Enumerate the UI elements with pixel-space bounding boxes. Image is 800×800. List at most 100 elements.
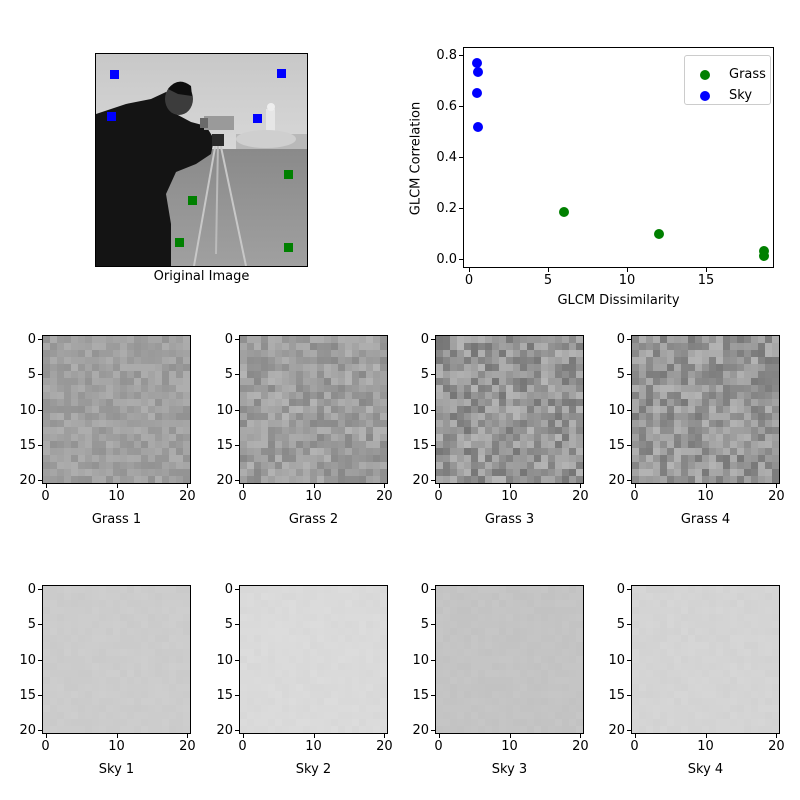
x-tick-mark xyxy=(384,484,386,488)
y-tick-mark xyxy=(431,480,435,482)
y-tick-label: 5 xyxy=(616,367,625,383)
y-tick-label: 10 xyxy=(412,652,429,668)
y-tick-label: 20 xyxy=(412,723,429,739)
sky-patch-label: Sky 2 xyxy=(295,762,332,777)
x-tick-mark xyxy=(634,484,636,488)
y-tick-label: 0.4 xyxy=(436,150,457,165)
y-tick-label: 0 xyxy=(420,581,429,597)
sky-data-point xyxy=(472,67,483,78)
legend-grass-marker xyxy=(700,70,710,80)
y-tick-label: 10 xyxy=(608,402,625,418)
x-tick-label: 0 xyxy=(238,489,247,504)
y-tick-label: 0 xyxy=(224,331,233,347)
y-tick-mark xyxy=(38,730,42,732)
x-tick-mark xyxy=(509,734,511,738)
grass-sample-marker xyxy=(284,243,293,252)
sky-patch-pixels xyxy=(240,586,387,733)
x-tick-mark xyxy=(116,734,118,738)
y-tick-mark xyxy=(627,588,631,590)
y-tick-label: 10 xyxy=(216,402,233,418)
y-tick-mark xyxy=(38,409,42,411)
grass-patch-1 xyxy=(42,335,191,484)
x-tick-label: 10 xyxy=(108,739,125,754)
y-tick-mark xyxy=(627,409,631,411)
y-tick-mark xyxy=(627,694,631,696)
y-tick-label: 10 xyxy=(608,652,625,668)
sky-data-point xyxy=(473,122,484,133)
y-tick-label: 15 xyxy=(216,687,233,703)
y-tick-mark xyxy=(459,259,463,260)
sky-sample-marker xyxy=(277,69,286,78)
legend-sky-label: Sky xyxy=(729,88,753,103)
x-tick-label: 20 xyxy=(768,739,785,754)
x-tick-label: 20 xyxy=(179,489,196,504)
y-tick-label: 5 xyxy=(420,367,429,383)
x-tick-mark xyxy=(438,484,440,488)
y-tick-label: 0 xyxy=(27,331,36,347)
y-tick-label: 0 xyxy=(27,581,36,597)
y-tick-mark xyxy=(627,374,631,376)
y-tick-label: 10 xyxy=(412,402,429,418)
x-tick-label: 10 xyxy=(501,739,518,754)
legend-grass-label: Grass xyxy=(729,67,766,82)
x-tick-mark xyxy=(580,484,582,488)
x-tick-mark xyxy=(776,734,778,738)
x-tick-mark xyxy=(438,734,440,738)
y-tick-mark xyxy=(431,374,435,376)
y-tick-mark xyxy=(459,55,463,56)
y-tick-label: 10 xyxy=(216,652,233,668)
y-tick-label: 0.2 xyxy=(436,201,457,216)
sky-data-point xyxy=(471,87,482,98)
sky-patch-2 xyxy=(239,585,388,734)
x-tick-mark xyxy=(45,734,47,738)
y-tick-mark xyxy=(459,208,463,209)
y-tick-mark xyxy=(38,694,42,696)
y-tick-mark xyxy=(235,730,239,732)
x-tick-mark xyxy=(509,484,511,488)
grass-patch-4 xyxy=(631,335,780,484)
grass-data-point xyxy=(759,250,770,261)
grass-patch-pixels xyxy=(436,336,583,483)
y-tick-mark xyxy=(235,659,239,661)
y-tick-label: 20 xyxy=(216,723,233,739)
y-tick-mark xyxy=(431,659,435,661)
y-tick-mark xyxy=(235,624,239,626)
y-tick-label: 5 xyxy=(224,617,233,633)
y-tick-mark xyxy=(627,480,631,482)
x-tick-mark xyxy=(776,484,778,488)
x-tick-label: 20 xyxy=(572,489,589,504)
x-tick-label: 0 xyxy=(238,739,247,754)
x-tick-label: 0 xyxy=(630,489,639,504)
y-tick-mark xyxy=(431,694,435,696)
grass-patch-label: Grass 4 xyxy=(680,512,731,527)
x-tick-mark xyxy=(706,268,707,272)
y-tick-label: 5 xyxy=(616,617,625,633)
x-tick-label: 20 xyxy=(179,739,196,754)
x-tick-label: 0 xyxy=(41,739,50,754)
y-tick-mark xyxy=(459,106,463,107)
y-tick-mark xyxy=(459,157,463,158)
y-tick-mark xyxy=(38,624,42,626)
x-tick-mark xyxy=(187,734,189,738)
grass-patch-label: Grass 3 xyxy=(484,512,535,527)
y-tick-mark xyxy=(38,659,42,661)
y-tick-label: 0.8 xyxy=(436,48,457,63)
y-tick-mark xyxy=(627,444,631,446)
scatter-ylabel: GLCM Correlation xyxy=(408,101,424,216)
y-tick-label: 15 xyxy=(19,687,36,703)
sky-patch-label: Sky 1 xyxy=(98,762,135,777)
x-tick-label: 20 xyxy=(572,739,589,754)
y-tick-mark xyxy=(38,588,42,590)
sky-data-point xyxy=(471,58,482,69)
x-tick-label: 0 xyxy=(434,489,443,504)
y-tick-label: 10 xyxy=(19,652,36,668)
sky-sample-marker xyxy=(107,112,116,121)
y-tick-mark xyxy=(235,374,239,376)
x-tick-label: 0 xyxy=(464,273,474,288)
x-tick-label: 10 xyxy=(618,273,636,288)
y-tick-mark xyxy=(38,338,42,340)
sky-patch-pixels xyxy=(43,586,190,733)
y-tick-mark xyxy=(627,730,631,732)
y-tick-mark xyxy=(235,480,239,482)
x-tick-mark xyxy=(242,484,244,488)
